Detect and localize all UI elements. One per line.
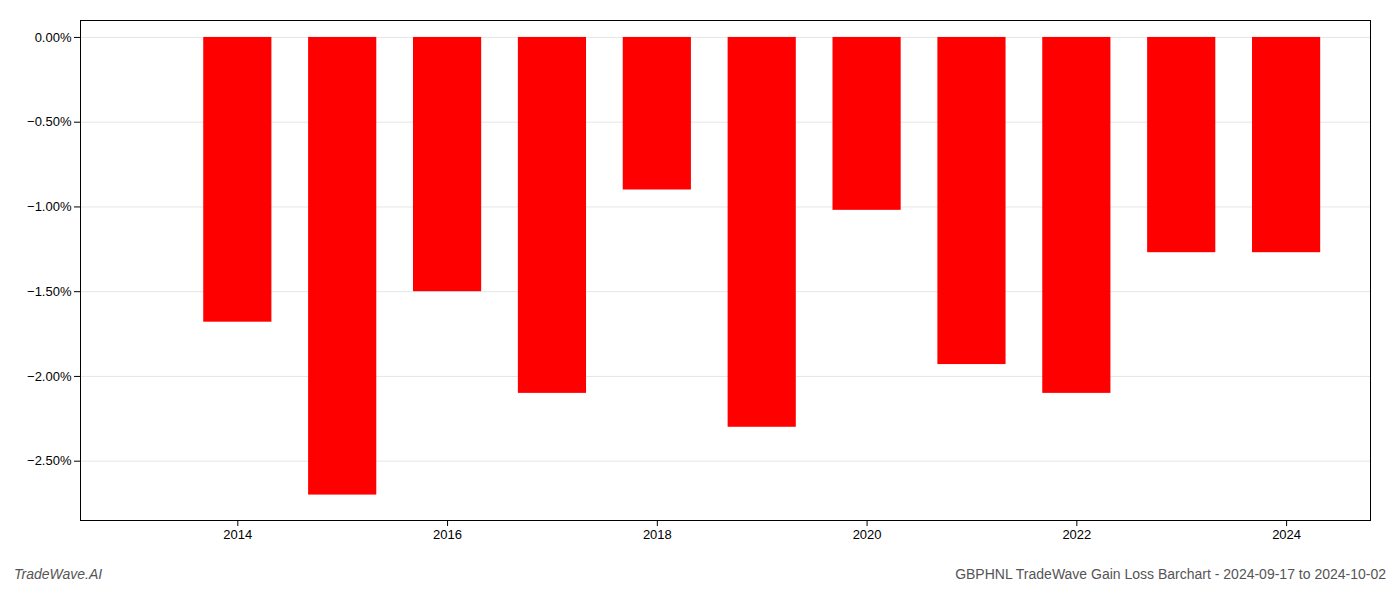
svg-text:2024: 2024 [1272, 527, 1301, 542]
svg-text:2014: 2014 [223, 527, 252, 542]
svg-text:−2.00%: −2.00% [27, 369, 72, 384]
html-text:GBPHNL TradeWave Gain Loss Bar: GBPHNL TradeWave Gain Loss Barchart - 20… [955, 566, 1386, 582]
svg-text:2022: 2022 [1062, 527, 1091, 542]
svg-text:2016: 2016 [433, 527, 462, 542]
html-text:TradeWave.AI: TradeWave.AI [14, 566, 103, 582]
svg-text:0.00%: 0.00% [35, 30, 72, 45]
svg-text:−0.50%: −0.50% [27, 114, 72, 129]
svg-text:2020: 2020 [853, 527, 882, 542]
svg-text:−1.00%: −1.00% [27, 199, 72, 214]
svg-text:−2.50%: −2.50% [27, 453, 72, 468]
svg-text:−1.50%: −1.50% [27, 284, 72, 299]
svg-text:2018: 2018 [643, 527, 672, 542]
